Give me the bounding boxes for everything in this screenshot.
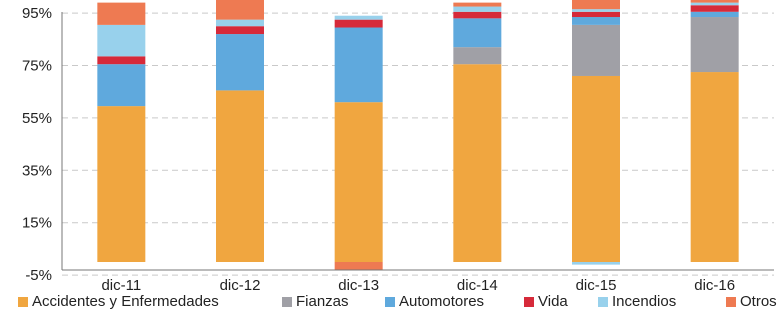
bar-segment [453,18,502,48]
axis-layer: -5% 15% 35% 55% 75% 95% dic-11 dic-12 dic-13 dic-… [22,5,774,294]
x-tick-label: dic-11 [101,277,141,294]
bar-segment [334,102,383,263]
bar-segment [216,0,264,20]
bar-segment [572,11,620,18]
bar-segment [334,15,383,20]
y-tick-label: 15% [22,215,52,232]
bar-segment [97,24,146,57]
bar-segment [690,2,739,6]
legend-swatch [524,297,534,307]
legend-label: Vida [538,293,568,310]
bar-segment [572,24,620,76]
bar-segment [97,106,146,262]
bar-segment [334,19,383,28]
x-tick-label: dic-13 [338,277,379,294]
x-tick-label: dic-15 [576,277,617,294]
bar-segment [216,90,264,262]
y-tick-label: 35% [22,162,52,179]
bar-segment [690,72,739,262]
legend-swatch [18,297,28,307]
legend-label: Automotores [399,293,484,310]
bar-segment-negative [572,262,620,265]
bar-segment [690,17,739,73]
legend: Accidentes y Enfermedades Fianzas Automoto… [18,293,777,310]
legend-swatch [726,297,736,307]
bar-segment [690,11,739,18]
y-tick-label: 55% [22,110,52,127]
legend-label: Accidentes y Enfermedades [32,293,219,310]
x-tick-label: dic-14 [457,277,498,294]
grid-layer [62,12,774,276]
y-tick-label: -5% [25,267,52,284]
bar-segment [572,0,620,10]
bar-segment [453,2,502,7]
legend-swatch [598,297,608,307]
legend-label: Fianzas [296,293,349,310]
legend-label: Incendios [612,293,676,310]
bar-segment [572,75,620,262]
x-tick-label: dic-16 [694,277,735,294]
bar-segment [216,34,264,91]
bar-segment [216,26,264,35]
bar-segment [97,64,146,107]
legend-swatch [385,297,395,307]
bar-segment [97,2,146,25]
bar-segment [97,56,146,65]
y-tick-label: 95% [22,5,52,22]
bar-segment [572,17,620,25]
bar-segment [334,27,383,103]
bar-segment [690,5,739,12]
legend-label: Otros [740,293,777,310]
bar-segment [216,19,264,27]
legend-swatch [282,297,292,307]
x-tick-label: dic-12 [220,277,261,294]
bar-segment [453,64,502,262]
bar-segment-negative [334,262,383,270]
bar-segment [690,0,739,3]
bar-segment [572,9,620,12]
bar-layer [97,0,739,270]
bar-segment [453,47,502,65]
y-tick-label: 75% [22,58,52,75]
bar-segment [453,6,502,12]
bar-segment [453,11,502,19]
